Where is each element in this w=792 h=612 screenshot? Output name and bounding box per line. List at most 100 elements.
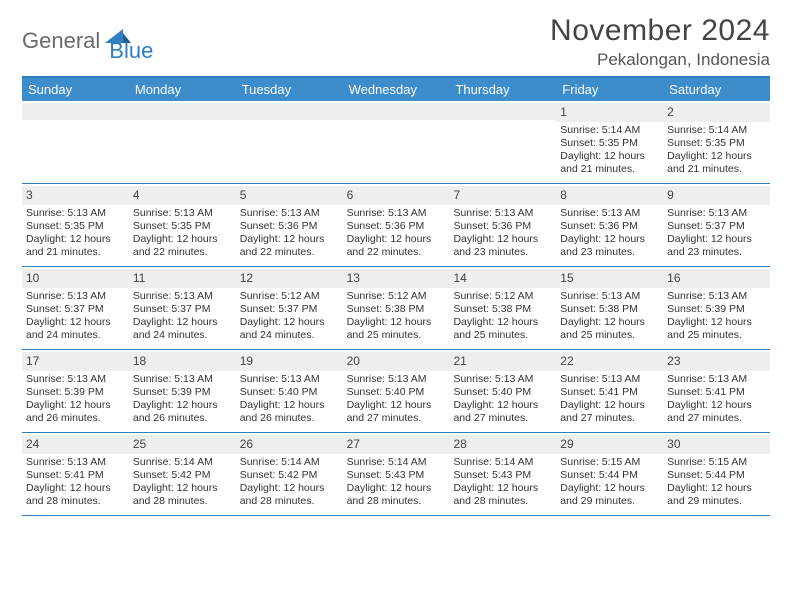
daylight-text: Daylight: 12 hours and 22 minutes. [347,233,446,259]
sunrise-text: Sunrise: 5:13 AM [667,290,766,303]
day-cell [22,101,129,183]
day-number-bar: 2 [663,103,770,122]
day-number: 30 [667,437,680,451]
day-number-bar [343,103,450,120]
sunset-text: Sunset: 5:44 PM [667,469,766,482]
day-cell: 12Sunrise: 5:12 AMSunset: 5:37 PMDayligh… [236,267,343,349]
sunset-text: Sunset: 5:38 PM [453,303,552,316]
day-cell: 18Sunrise: 5:13 AMSunset: 5:39 PMDayligh… [129,350,236,432]
sunset-text: Sunset: 5:37 PM [133,303,232,316]
day-cell: 22Sunrise: 5:13 AMSunset: 5:41 PMDayligh… [556,350,663,432]
calendar-grid: SundayMondayTuesdayWednesdayThursdayFrid… [22,76,770,516]
day-cell [129,101,236,183]
daylight-text: Daylight: 12 hours and 29 minutes. [560,482,659,508]
daylight-text: Daylight: 12 hours and 22 minutes. [133,233,232,259]
sunrise-text: Sunrise: 5:13 AM [240,207,339,220]
sunset-text: Sunset: 5:40 PM [347,386,446,399]
day-number-bar: 6 [343,186,450,205]
weekday-header: Monday [129,78,236,101]
sunrise-text: Sunrise: 5:14 AM [240,456,339,469]
day-cell: 26Sunrise: 5:14 AMSunset: 5:42 PMDayligh… [236,433,343,515]
sunrise-text: Sunrise: 5:13 AM [453,373,552,386]
sunset-text: Sunset: 5:36 PM [453,220,552,233]
sunset-text: Sunset: 5:44 PM [560,469,659,482]
day-cell: 14Sunrise: 5:12 AMSunset: 5:38 PMDayligh… [449,267,556,349]
week-row: 17Sunrise: 5:13 AMSunset: 5:39 PMDayligh… [22,350,770,433]
sunrise-text: Sunrise: 5:13 AM [667,373,766,386]
daylight-text: Daylight: 12 hours and 25 minutes. [667,316,766,342]
daylight-text: Daylight: 12 hours and 26 minutes. [133,399,232,425]
sunrise-text: Sunrise: 5:12 AM [240,290,339,303]
sunrise-text: Sunrise: 5:13 AM [133,290,232,303]
sunrise-text: Sunrise: 5:13 AM [133,373,232,386]
weeks-container: 1 Sunrise: 5:14 AM Sunset: 5:35 PM Daylight… [22,101,770,516]
week-row: 10Sunrise: 5:13 AMSunset: 5:37 PMDayligh… [22,267,770,350]
daylight-text: Daylight: 12 hours and 28 minutes. [240,482,339,508]
day-cell: 6Sunrise: 5:13 AMSunset: 5:36 PMDaylight… [343,184,450,266]
day-number-bar: 1 [556,103,663,122]
day-cell: 4Sunrise: 5:13 AMSunset: 5:35 PMDaylight… [129,184,236,266]
sunset-text: Sunset: 5:37 PM [667,220,766,233]
daylight-text: Daylight: 12 hours and 27 minutes. [560,399,659,425]
day-number: 16 [667,271,680,285]
daylight-text: Daylight: 12 hours and 25 minutes. [453,316,552,342]
day-number: 17 [26,354,39,368]
sunrise-text: Sunrise: 5:13 AM [133,207,232,220]
day-cell: 15Sunrise: 5:13 AMSunset: 5:38 PMDayligh… [556,267,663,349]
sunset-text: Sunset: 5:35 PM [667,137,766,150]
day-number: 3 [26,188,33,202]
day-cell: 7Sunrise: 5:13 AMSunset: 5:36 PMDaylight… [449,184,556,266]
daylight-text: Daylight: 12 hours and 24 minutes. [240,316,339,342]
top-row: General Blue November 2024 Pekalongan, I… [22,14,770,70]
sunset-text: Sunset: 5:35 PM [560,137,659,150]
day-number-bar: 24 [22,435,129,454]
sunrise-text: Sunrise: 5:13 AM [347,207,446,220]
day-cell: 13Sunrise: 5:12 AMSunset: 5:38 PMDayligh… [343,267,450,349]
weekday-header: Friday [556,78,663,101]
day-number-bar: 9 [663,186,770,205]
sunrise-text: Sunrise: 5:13 AM [26,373,125,386]
day-number: 6 [347,188,354,202]
sunrise-text: Sunrise: 5:13 AM [26,207,125,220]
day-number: 20 [347,354,360,368]
day-number: 24 [26,437,39,451]
sunset-text: Sunset: 5:43 PM [347,469,446,482]
daylight-text: Daylight: 12 hours and 23 minutes. [667,233,766,259]
day-number: 5 [240,188,247,202]
day-number: 1 [560,105,567,119]
sunrise-text: Sunrise: 5:13 AM [26,456,125,469]
day-number-bar: 15 [556,269,663,288]
sunrise-text: Sunrise: 5:15 AM [560,456,659,469]
day-number-bar: 22 [556,352,663,371]
day-cell: 2Sunrise: 5:14 AMSunset: 5:35 PMDaylight… [663,101,770,183]
daylight-text: Daylight: 12 hours and 21 minutes. [26,233,125,259]
day-number: 19 [240,354,253,368]
sunset-text: Sunset: 5:41 PM [560,386,659,399]
day-number: 10 [26,271,39,285]
day-number-bar: 13 [343,269,450,288]
weekday-header: Tuesday [236,78,343,101]
brand-logo: General Blue [22,14,153,64]
day-number: 7 [453,188,460,202]
daylight-text: Daylight: 12 hours and 27 minutes. [453,399,552,425]
day-cell [236,101,343,183]
sunset-text: Sunset: 5:43 PM [453,469,552,482]
day-number: 27 [347,437,360,451]
daylight-text: Daylight: 12 hours and 24 minutes. [133,316,232,342]
day-number: 12 [240,271,253,285]
sunset-text: Sunset: 5:41 PM [667,386,766,399]
sunset-text: Sunset: 5:38 PM [347,303,446,316]
weekday-header: Saturday [663,78,770,101]
sunset-text: Sunset: 5:39 PM [667,303,766,316]
day-number-bar: 11 [129,269,236,288]
day-number: 21 [453,354,466,368]
daylight-text: Daylight: 12 hours and 28 minutes. [453,482,552,508]
day-number-bar: 7 [449,186,556,205]
day-number: 18 [133,354,146,368]
day-number-bar: 23 [663,352,770,371]
sunrise-text: Sunrise: 5:13 AM [560,207,659,220]
sunset-text: Sunset: 5:36 PM [560,220,659,233]
day-number: 9 [667,188,674,202]
sunrise-text: Sunrise: 5:13 AM [453,207,552,220]
day-cell: 24Sunrise: 5:13 AMSunset: 5:41 PMDayligh… [22,433,129,515]
